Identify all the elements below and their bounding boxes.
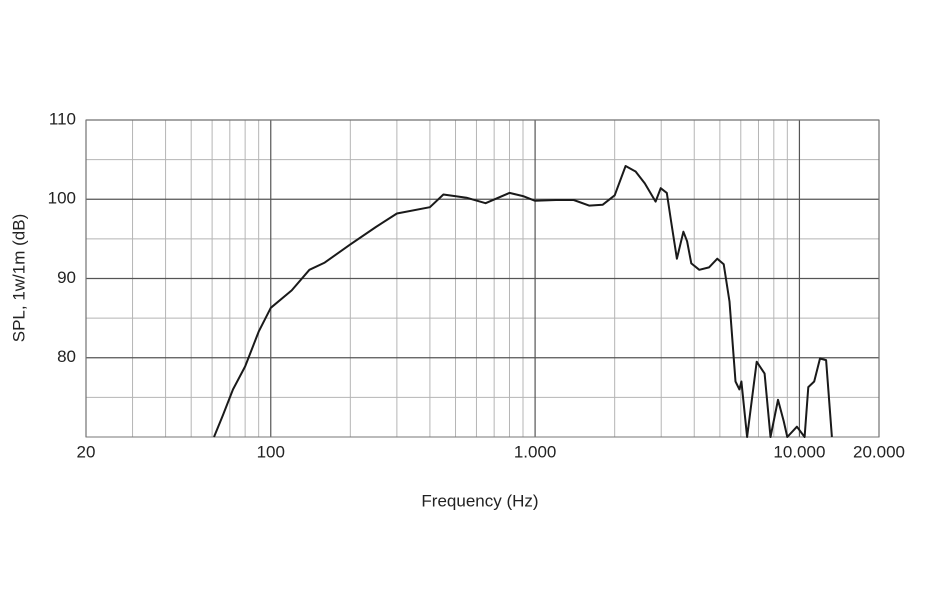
x-axis-label: Frequency (Hz) [421, 491, 538, 510]
x-tick-label: 100 [257, 442, 285, 461]
x-tick-label: 20.000 [853, 442, 905, 461]
x-tick-label: 20 [77, 442, 96, 461]
x-tick-label: 1.000 [514, 442, 557, 461]
y-axis-label: SPL, 1w/1m (dB) [9, 214, 28, 343]
response-curve [213, 165, 833, 438]
x-tick-label: 10.000 [773, 442, 825, 461]
y-tick-label: 90 [57, 268, 76, 287]
y-tick-label: 100 [48, 189, 76, 208]
y-tick-label: 110 [49, 109, 76, 128]
plot-frame [85, 119, 880, 438]
y-tick-label: 80 [57, 347, 76, 366]
